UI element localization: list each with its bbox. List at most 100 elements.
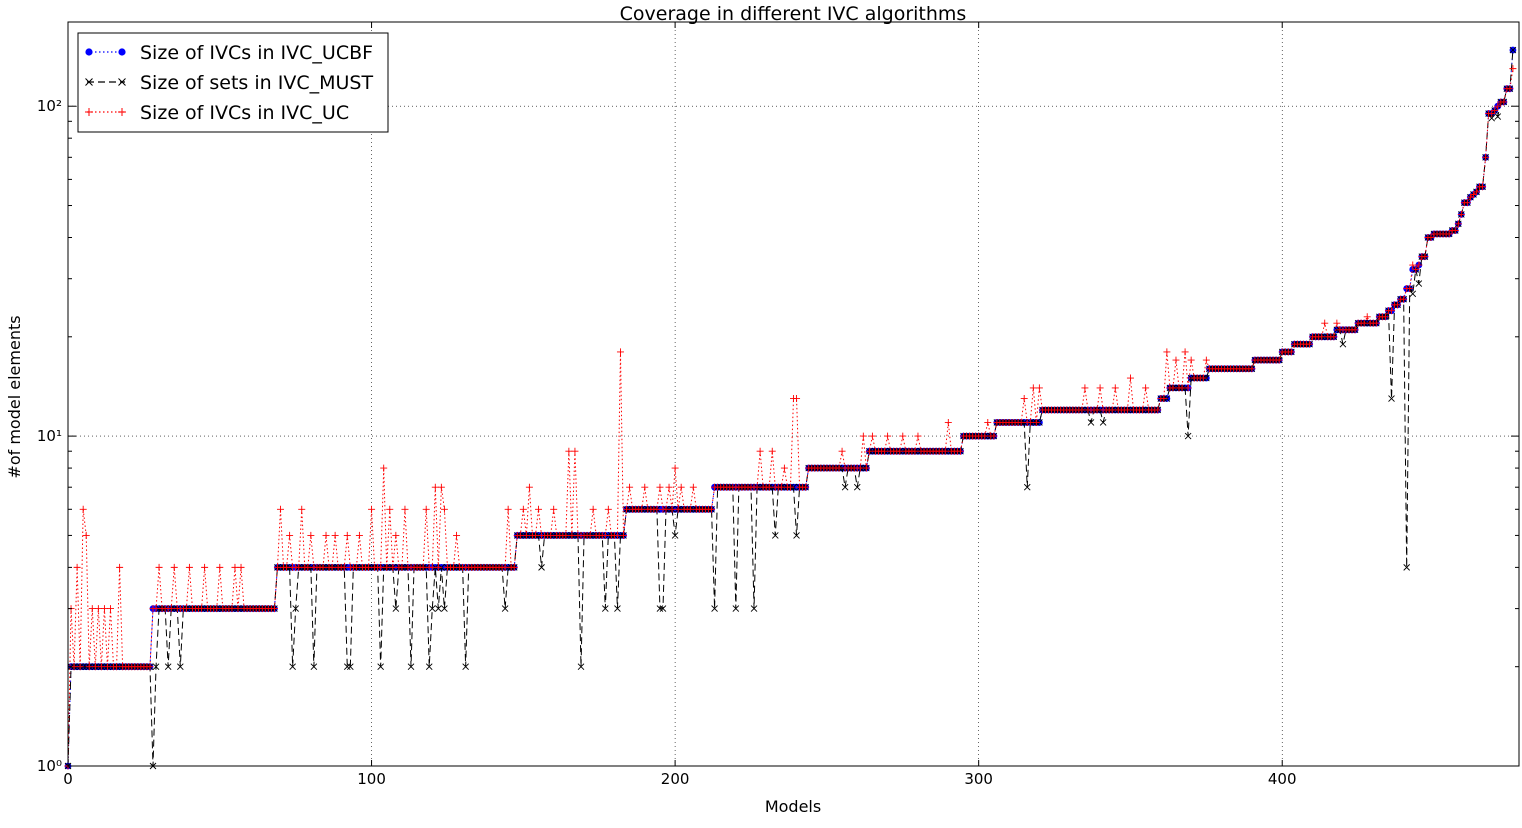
uc-point	[295, 563, 303, 571]
x-tick-label: 0	[63, 770, 73, 788]
uc-point	[1035, 384, 1043, 392]
uc-point	[1321, 319, 1329, 327]
uc-point	[911, 447, 919, 455]
must-point	[435, 605, 442, 612]
uc-point	[793, 395, 801, 403]
uc-point	[304, 563, 312, 571]
legend: Size of IVCs in IVC_UCBF Size of sets in…	[77, 32, 389, 133]
uc-point	[519, 505, 527, 513]
must-point	[377, 663, 384, 671]
legend-marker-circle	[118, 48, 126, 56]
uc-point	[1187, 356, 1195, 364]
uc-point	[286, 531, 294, 539]
uc-point	[653, 505, 661, 513]
uc-point	[352, 563, 360, 571]
uc-point	[1093, 406, 1101, 414]
uc-point	[1178, 384, 1186, 392]
uc-point	[786, 483, 794, 491]
must-point	[1339, 340, 1347, 348]
must-point	[853, 483, 861, 491]
uc-point	[984, 418, 992, 426]
must-point	[1409, 290, 1417, 298]
must-point	[289, 663, 296, 671]
uc-point	[1139, 406, 1147, 414]
uc-point	[1445, 230, 1453, 238]
uc-point	[273, 563, 281, 571]
uc-point	[504, 505, 512, 513]
uc-point	[671, 464, 679, 472]
legend-item-ucbf: Size of IVCs in IVC_UCBF	[85, 42, 373, 64]
uc-point	[859, 432, 867, 440]
uc-point	[550, 505, 558, 513]
uc-point	[419, 563, 427, 571]
uc-point	[1199, 374, 1207, 382]
uc-point	[392, 531, 400, 539]
must-point	[711, 605, 718, 612]
y-tick-label: 10¹	[37, 427, 62, 445]
uc-point	[835, 464, 843, 472]
uc-point	[768, 447, 776, 455]
uc-point	[1491, 107, 1499, 115]
uc-point	[914, 432, 922, 440]
uc-point	[1388, 307, 1396, 315]
uc-point	[626, 483, 634, 491]
uc-point	[331, 531, 339, 539]
y-tick-label: 10⁰	[37, 757, 62, 775]
uc-point	[586, 531, 594, 539]
must-point	[1184, 432, 1192, 440]
uc-point	[1457, 210, 1465, 218]
uc-point	[1017, 418, 1025, 426]
x-tick-label: 100	[357, 770, 386, 788]
must-point	[164, 663, 172, 671]
must-point	[577, 663, 585, 671]
x-tick-label: 400	[1268, 770, 1297, 788]
x-axis-title: Models	[765, 797, 821, 816]
legend-label-uc: Size of IVCs in IVC_UC	[140, 102, 349, 124]
uc-point	[1360, 319, 1368, 327]
must-point	[538, 564, 545, 571]
uc-point	[1032, 418, 1040, 426]
must-point	[441, 605, 448, 612]
uc-point	[103, 663, 111, 671]
uc-point	[237, 563, 245, 571]
uc-point	[431, 483, 439, 491]
uc-point	[1126, 374, 1134, 382]
uc-point	[1154, 406, 1162, 414]
must-point	[1509, 46, 1517, 54]
uc-point	[656, 483, 664, 491]
uc-point	[562, 531, 570, 539]
uc-point	[1078, 406, 1086, 414]
uc-point	[113, 663, 121, 671]
must-point	[392, 605, 400, 612]
uc-point	[155, 563, 163, 571]
uc-point	[990, 432, 998, 440]
uc-point	[386, 505, 394, 513]
plot-series	[64, 46, 1517, 770]
uc-point	[510, 563, 518, 571]
uc-point	[1454, 220, 1462, 228]
must-point	[501, 605, 509, 612]
legend-item-must: Size of sets in IVC_MUST	[85, 72, 373, 94]
uc-point	[525, 483, 533, 491]
uc-point	[91, 663, 99, 671]
uc-point	[862, 464, 870, 472]
uc-point	[1123, 406, 1131, 414]
uc-point	[213, 605, 221, 613]
uc-point	[107, 605, 114, 613]
uc-point	[601, 531, 609, 539]
uc-point	[765, 483, 773, 491]
uc-point	[76, 663, 84, 671]
uc-point	[623, 505, 631, 513]
uc-point	[565, 447, 573, 455]
uc-point	[956, 447, 964, 455]
must-point	[407, 663, 415, 671]
uc-point	[1202, 356, 1210, 364]
uc-point	[665, 483, 673, 491]
uc-point	[638, 505, 646, 513]
legend-label-must: Size of sets in IVC_MUST	[140, 72, 373, 94]
uc-point	[1372, 319, 1380, 327]
uc-point	[307, 531, 315, 539]
uc-point	[73, 563, 81, 571]
uc-point	[547, 531, 555, 539]
uc-point	[377, 563, 385, 571]
